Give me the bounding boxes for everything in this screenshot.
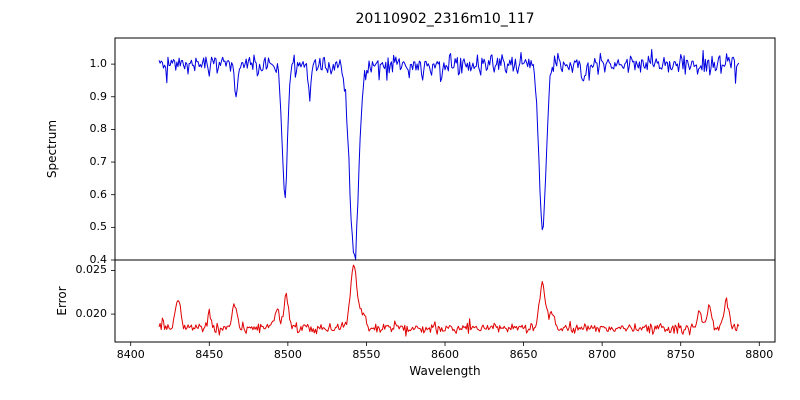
x-tick-label: 8700 [588, 348, 617, 361]
x-tick-label: 8650 [509, 348, 538, 361]
chart-title: 20110902_2316m10_117 [355, 11, 535, 27]
spectrum-line [158, 49, 740, 260]
x-tick-label: 8750 [666, 348, 695, 361]
spectrum-axis-label: Spectrum [45, 119, 59, 179]
y-tick-label-spectrum: 0.7 [89, 155, 108, 169]
spectrum-axes-frame [114, 37, 776, 261]
x-tick-label: 8800 [745, 348, 774, 361]
y-tick-label-spectrum: 0.4 [89, 253, 108, 266]
y-tick-label-error: 0.025 [75, 263, 108, 277]
y-tick-label-spectrum: 0.8 [89, 122, 108, 136]
x-tick-label: 8450 [195, 348, 224, 361]
x-tick-label: 8400 [116, 348, 145, 361]
y-tick-label-spectrum: 0.5 [89, 220, 108, 234]
x-tick-label: 8550 [352, 348, 381, 361]
x-tick-label: 8500 [273, 348, 302, 361]
y-tick-label-spectrum: 0.9 [89, 89, 108, 103]
error-line [158, 264, 740, 337]
x-tick-label: 8600 [431, 348, 459, 361]
x-axis-label: Wavelength [409, 364, 481, 378]
y-tick-label-spectrum: 0.6 [89, 187, 108, 201]
y-tick-label-spectrum: 1.0 [89, 57, 108, 71]
y-tick-label-error: 0.020 [75, 307, 108, 321]
